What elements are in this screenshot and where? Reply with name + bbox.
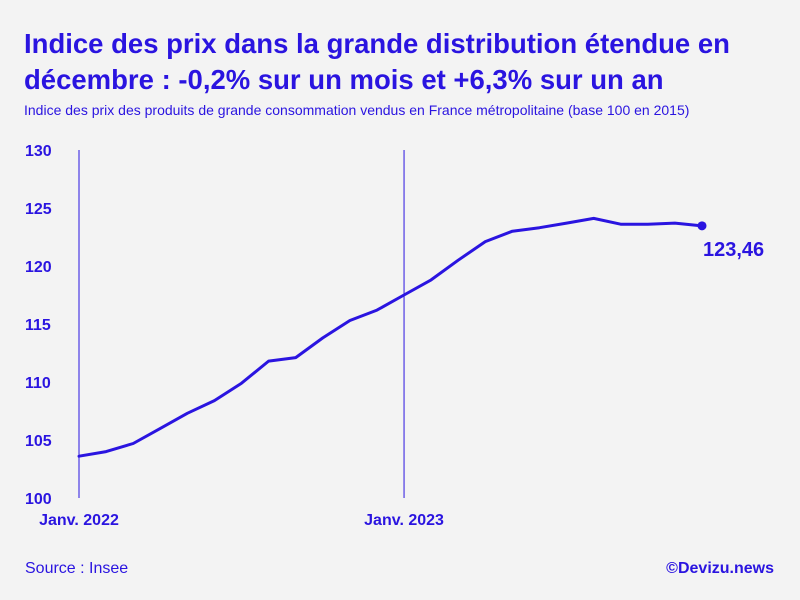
y-tick-label-120: 120 <box>25 259 52 276</box>
y-tick-label-110: 110 <box>25 375 51 392</box>
source-note: Source : Insee <box>25 560 129 577</box>
chart-title: Indice des prix dans la grande distribut… <box>24 28 730 95</box>
x-tick-label-2023-01: Janv. 2023 <box>364 512 444 529</box>
chart-subtitle: Indice des prix des produits de grande c… <box>24 102 690 118</box>
y-tick-label-115: 115 <box>25 317 51 334</box>
credit-link[interactable]: ©Devizu.news <box>666 560 774 577</box>
y-tick-label-125: 125 <box>25 201 52 218</box>
y-tick-label-130: 130 <box>25 143 52 160</box>
y-tick-label-100: 100 <box>25 491 52 508</box>
series-line <box>77 216 704 458</box>
x-tick-label-2022-01: Janv. 2022 <box>39 512 119 529</box>
y-tick-label-105: 105 <box>25 433 52 450</box>
last-point-marker <box>697 221 707 231</box>
last-point-label: 123,46 <box>703 239 764 261</box>
